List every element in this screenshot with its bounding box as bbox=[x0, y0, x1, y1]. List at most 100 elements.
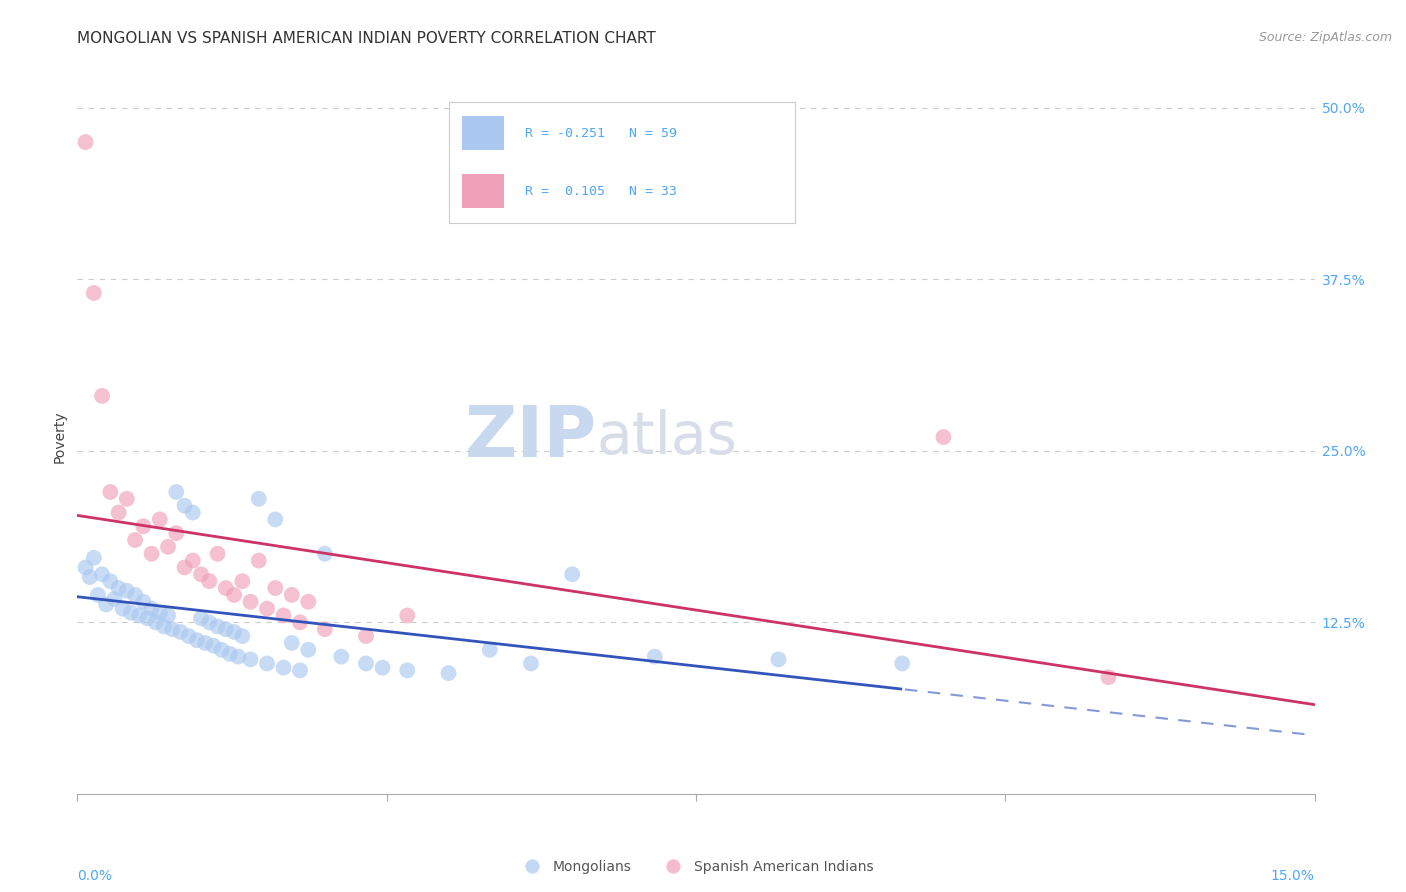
Y-axis label: Poverty: Poverty bbox=[52, 411, 66, 463]
Point bbox=[190, 567, 212, 582]
Point bbox=[120, 606, 142, 620]
Point bbox=[222, 588, 245, 602]
Point bbox=[354, 629, 377, 643]
Legend: Mongolians, Spanish American Indians: Mongolians, Spanish American Indians bbox=[513, 855, 879, 880]
Point bbox=[79, 570, 101, 584]
Point bbox=[149, 512, 172, 526]
Point bbox=[264, 581, 287, 595]
Point bbox=[219, 647, 242, 661]
Point bbox=[136, 611, 159, 625]
Point bbox=[478, 642, 501, 657]
Point bbox=[115, 491, 138, 506]
Point bbox=[288, 615, 311, 630]
Text: Source: ZipAtlas.com: Source: ZipAtlas.com bbox=[1258, 31, 1392, 45]
Point bbox=[91, 567, 114, 582]
Point bbox=[273, 608, 295, 623]
Point bbox=[149, 606, 172, 620]
Point bbox=[96, 598, 118, 612]
Point bbox=[165, 485, 187, 500]
Point bbox=[141, 547, 163, 561]
Point bbox=[202, 639, 225, 653]
Point bbox=[91, 389, 114, 403]
Point bbox=[644, 649, 666, 664]
Point bbox=[314, 547, 336, 561]
Point bbox=[98, 485, 121, 500]
Point bbox=[107, 506, 129, 520]
Point bbox=[273, 660, 295, 674]
Point bbox=[160, 622, 183, 636]
Point bbox=[115, 583, 138, 598]
Point bbox=[231, 574, 253, 589]
Text: atlas: atlas bbox=[598, 409, 738, 466]
Point bbox=[371, 660, 394, 674]
Point bbox=[330, 649, 353, 664]
Point bbox=[256, 601, 278, 615]
Point bbox=[281, 636, 304, 650]
Point bbox=[239, 652, 262, 666]
Point bbox=[128, 608, 150, 623]
Point bbox=[211, 642, 233, 657]
Text: 15.0%: 15.0% bbox=[1271, 870, 1315, 883]
Point bbox=[215, 622, 238, 636]
Point bbox=[256, 657, 278, 671]
Point bbox=[520, 657, 543, 671]
Point bbox=[247, 491, 270, 506]
Point bbox=[247, 553, 270, 567]
Point bbox=[891, 657, 914, 671]
Point bbox=[177, 629, 200, 643]
Point bbox=[103, 592, 125, 607]
Text: ZIP: ZIP bbox=[465, 402, 598, 472]
Point bbox=[190, 611, 212, 625]
Point bbox=[396, 664, 419, 678]
Point bbox=[198, 574, 221, 589]
Point bbox=[141, 601, 163, 615]
Point bbox=[1097, 670, 1119, 684]
Point bbox=[157, 540, 180, 554]
Point bbox=[932, 430, 955, 444]
Point bbox=[111, 601, 134, 615]
Point bbox=[75, 135, 97, 149]
Point bbox=[83, 285, 105, 300]
Point bbox=[169, 624, 191, 639]
Point bbox=[181, 506, 204, 520]
Point bbox=[207, 619, 229, 633]
Point bbox=[396, 608, 419, 623]
Point bbox=[132, 595, 155, 609]
Point bbox=[561, 567, 583, 582]
Text: MONGOLIAN VS SPANISH AMERICAN INDIAN POVERTY CORRELATION CHART: MONGOLIAN VS SPANISH AMERICAN INDIAN POV… bbox=[77, 31, 657, 46]
Point bbox=[186, 633, 208, 648]
Point bbox=[226, 649, 249, 664]
Point bbox=[288, 664, 311, 678]
Point bbox=[124, 533, 146, 547]
Point bbox=[124, 588, 146, 602]
Point bbox=[157, 608, 180, 623]
Point bbox=[297, 642, 319, 657]
Point bbox=[768, 652, 790, 666]
Point bbox=[165, 526, 187, 541]
Point bbox=[281, 588, 304, 602]
Point bbox=[314, 622, 336, 636]
Point bbox=[215, 581, 238, 595]
Point bbox=[153, 619, 176, 633]
Point bbox=[198, 615, 221, 630]
Text: 0.0%: 0.0% bbox=[77, 870, 112, 883]
Point bbox=[264, 512, 287, 526]
Point bbox=[132, 519, 155, 533]
Point bbox=[98, 574, 121, 589]
Point bbox=[181, 553, 204, 567]
Point bbox=[83, 550, 105, 565]
Point bbox=[173, 499, 195, 513]
Point bbox=[297, 595, 319, 609]
Point bbox=[239, 595, 262, 609]
Point bbox=[194, 636, 217, 650]
Point bbox=[107, 581, 129, 595]
Point bbox=[437, 666, 460, 681]
Point bbox=[231, 629, 253, 643]
Point bbox=[145, 615, 167, 630]
Point bbox=[87, 588, 110, 602]
Point bbox=[75, 560, 97, 574]
Point bbox=[354, 657, 377, 671]
Point bbox=[173, 560, 195, 574]
Point bbox=[222, 624, 245, 639]
Point bbox=[207, 547, 229, 561]
